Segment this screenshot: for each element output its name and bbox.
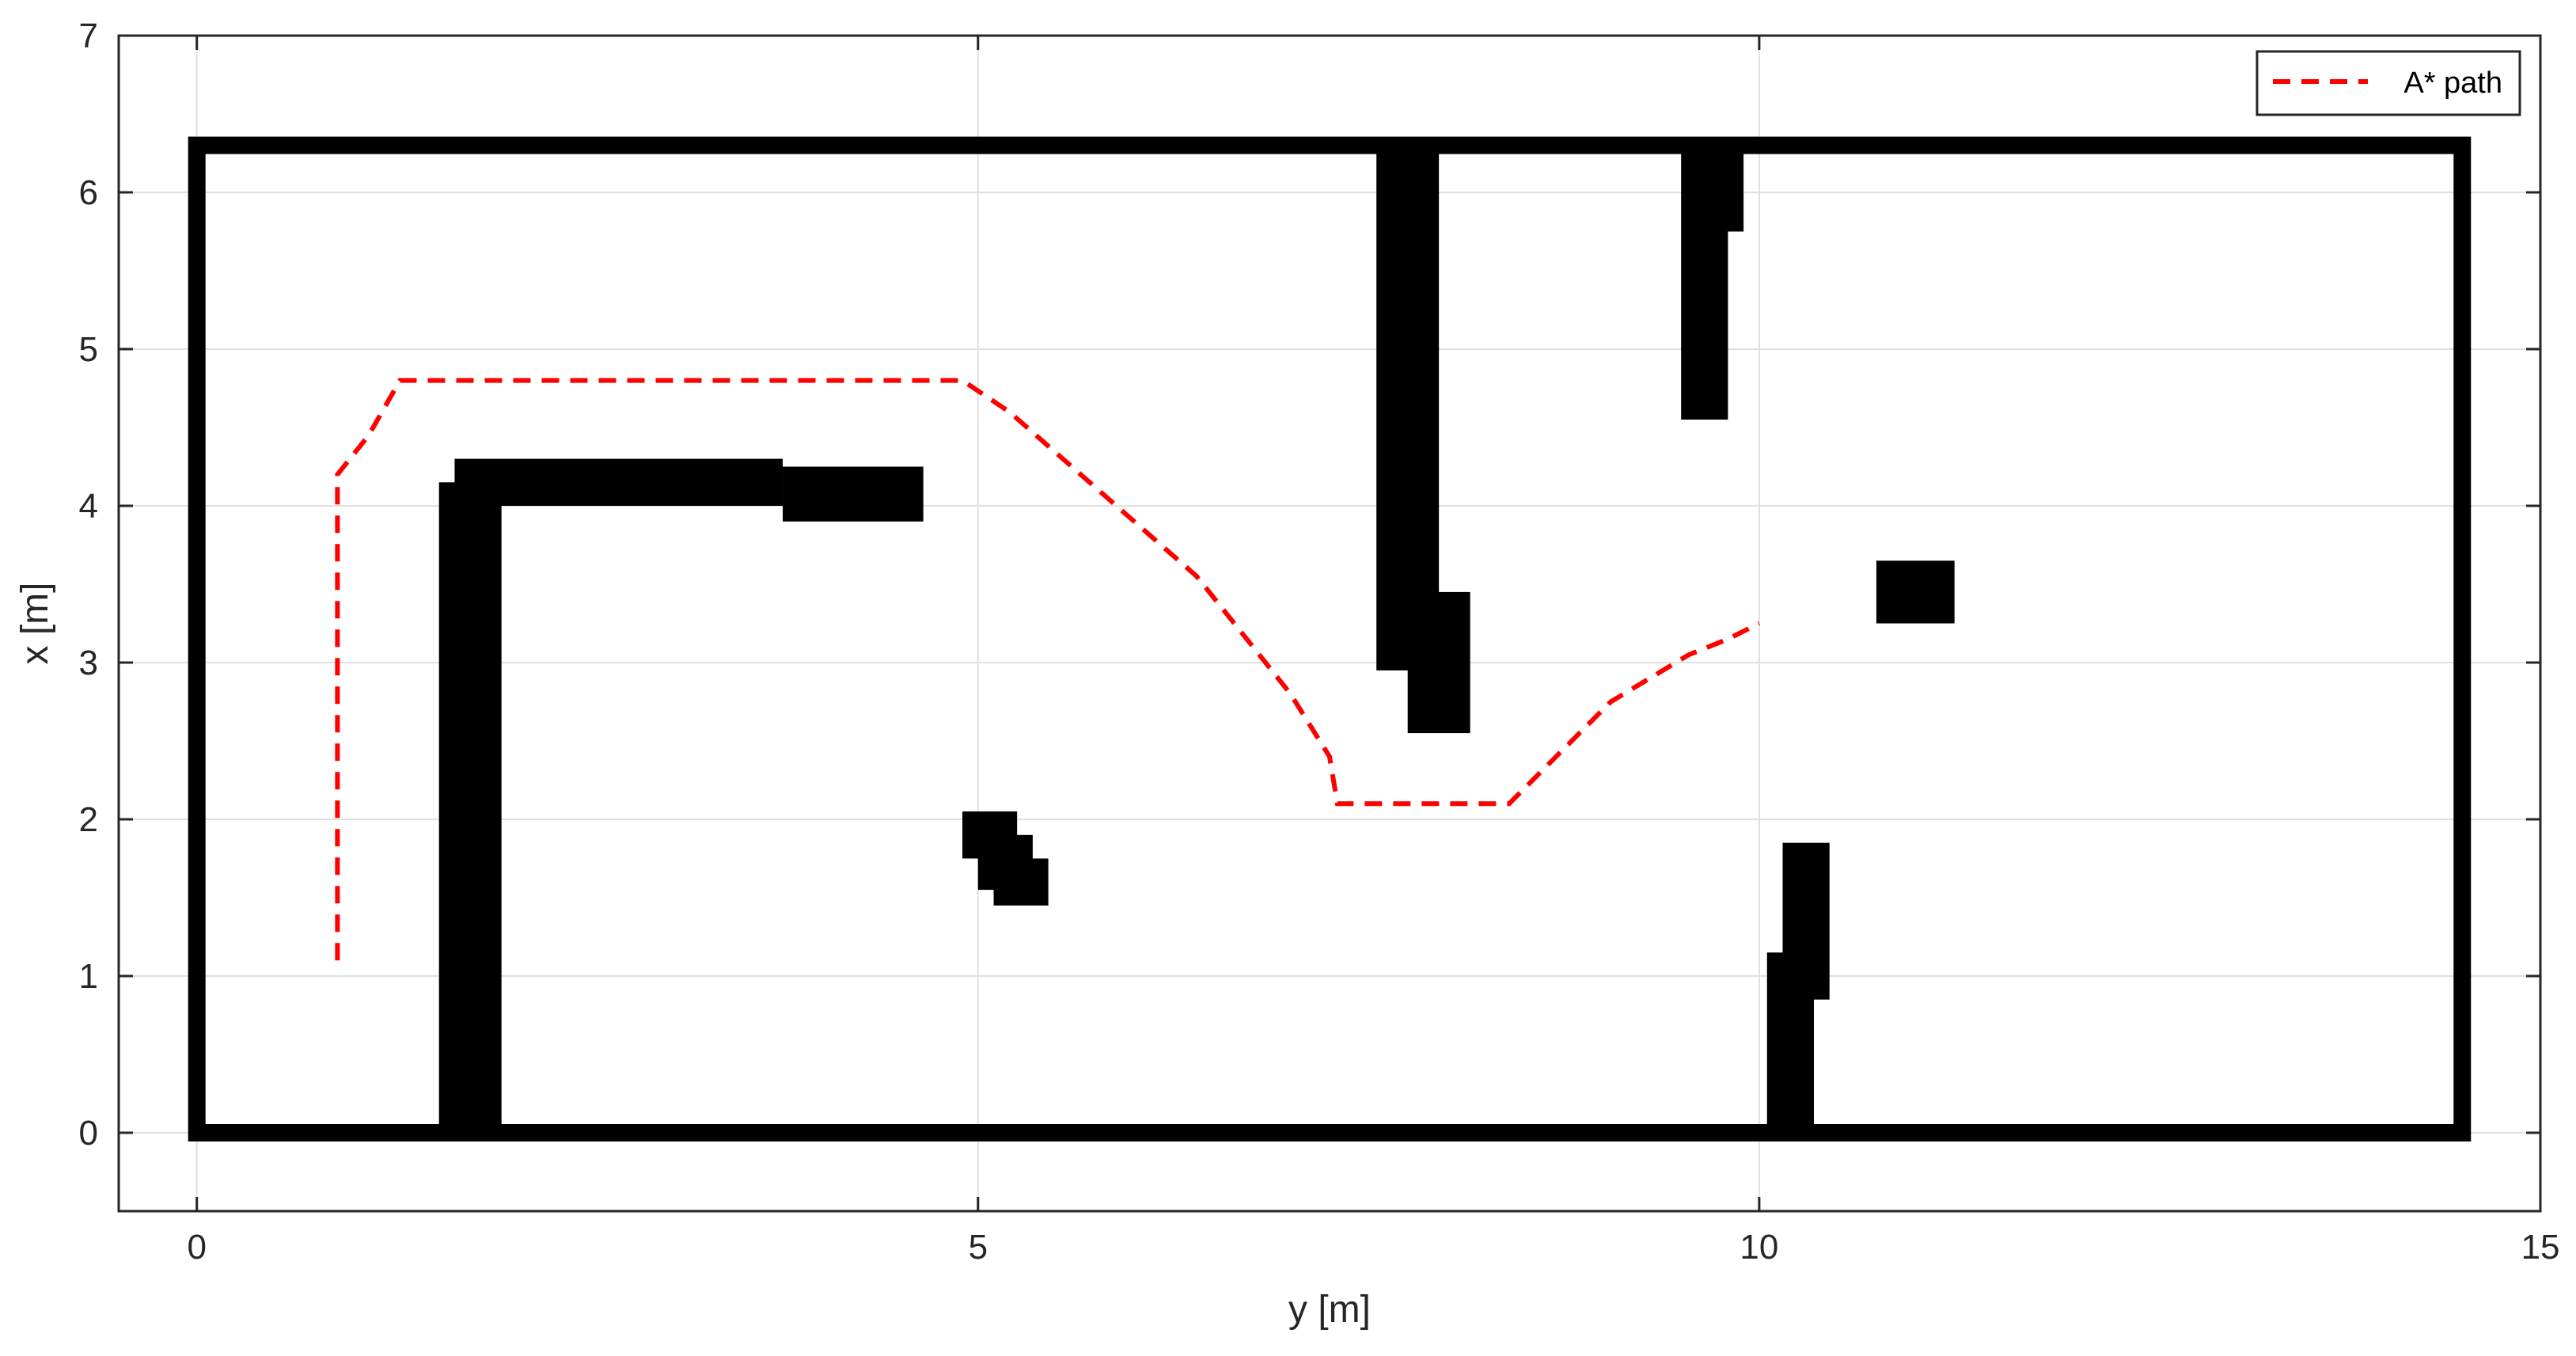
x-tick-label: 15 <box>2521 1228 2560 1267</box>
y-tick-label: 2 <box>79 800 98 839</box>
y-tick-label: 6 <box>79 173 98 212</box>
x-axis-label: y [m] <box>1288 1289 1371 1331</box>
obstacle <box>783 466 924 522</box>
obstacle <box>1876 560 1955 624</box>
obstacle <box>1782 842 1830 1000</box>
y-tick-label: 4 <box>79 487 98 526</box>
plot-area <box>119 36 2540 1211</box>
series-line-a-star-path <box>335 378 1761 961</box>
y-tick-label: 3 <box>79 644 98 682</box>
y-tick-label: 1 <box>79 957 98 996</box>
obstacle <box>1720 145 1744 232</box>
legend-entry-a-star-path: A* path <box>2403 66 2502 100</box>
legend-box <box>2255 50 2521 116</box>
axis-ticks: 0 5 10 15 0 1 2 3 4 5 6 7 <box>79 17 2560 1267</box>
y-tick-label: 0 <box>79 1114 98 1153</box>
y-tick-label: 7 <box>79 17 98 55</box>
obstacle <box>993 858 1049 906</box>
x-tick-label: 10 <box>1739 1228 1778 1267</box>
obstacle-layer <box>438 145 1955 1133</box>
obstacle <box>438 482 502 1133</box>
obstacle <box>1376 145 1440 670</box>
map-boundary <box>188 136 2472 1142</box>
x-tick-label: 5 <box>969 1228 988 1267</box>
boundary-wall <box>188 136 2472 1142</box>
obstacle <box>1407 591 1470 734</box>
obstacle <box>454 458 783 506</box>
axes-box <box>117 34 2542 1213</box>
y-tick-label: 5 <box>79 330 98 369</box>
legend: A* path <box>2255 50 2521 116</box>
path-layer <box>335 378 1761 961</box>
y-axis-label: x [m] <box>14 583 56 665</box>
x-tick-label: 0 <box>187 1228 206 1267</box>
